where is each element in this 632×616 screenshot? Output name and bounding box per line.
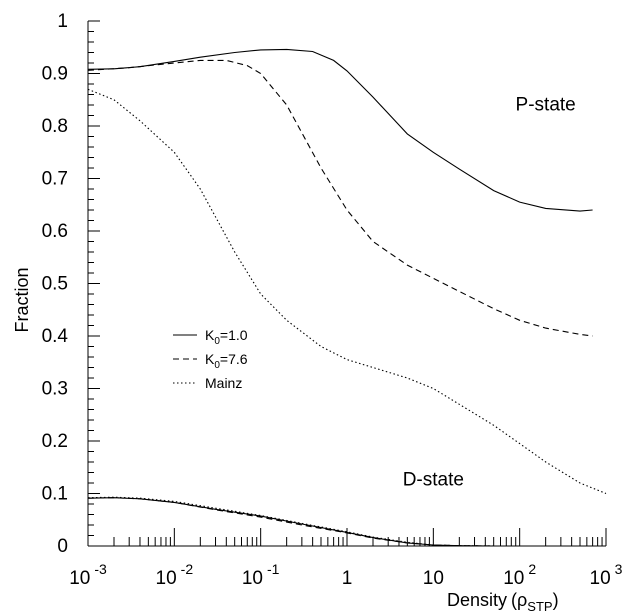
legend-label-1: K0=7.6 bbox=[205, 351, 248, 371]
legend-label-0: K0=1.0 bbox=[205, 327, 248, 347]
y-tick-label: 0 bbox=[57, 536, 68, 557]
x-tick-label-base: 1 bbox=[342, 568, 353, 589]
x-tick-label: 1 bbox=[342, 568, 353, 589]
x-axis-label-paren: ) bbox=[553, 590, 559, 610]
x-axis-label-unit-sub: STP bbox=[527, 599, 552, 614]
series-line-0 bbox=[87, 48, 593, 212]
legend-label-main: Mainz bbox=[205, 375, 242, 391]
x-tick-label: 10 -3 bbox=[69, 561, 107, 589]
x-tick-label: 10 bbox=[423, 568, 444, 589]
x-tick-label-exponent: 3 bbox=[615, 561, 623, 577]
y-axis-label: Fraction bbox=[12, 267, 32, 332]
x-tick-label-base: 10 bbox=[242, 568, 263, 589]
y-tick-label: 1 bbox=[57, 11, 68, 32]
y-tick-label: 0.1 bbox=[42, 484, 68, 505]
x-tick-label: 10 2 bbox=[503, 561, 536, 589]
x-tick-label-base: 10 bbox=[590, 568, 611, 589]
x-tick-label-exponent: -2 bbox=[181, 561, 194, 577]
x-tick-label: 10 -2 bbox=[156, 561, 194, 589]
x-tick-label-exponent: -3 bbox=[94, 561, 107, 577]
x-tick-label: 10 3 bbox=[590, 561, 623, 589]
series-layer bbox=[87, 48, 607, 547]
legend-label-sub: 0 bbox=[214, 360, 220, 371]
y-tick-label: 0.6 bbox=[42, 221, 68, 242]
legend-label-sub: 0 bbox=[214, 336, 220, 347]
series-line-1 bbox=[87, 59, 593, 337]
x-axis-label: Density (ρSTP) bbox=[447, 590, 559, 614]
x-axis-label-text: Density bbox=[447, 590, 507, 610]
y-tick-label: 0.5 bbox=[42, 274, 68, 295]
y-tick-label: 0.9 bbox=[42, 64, 68, 85]
legend-label-main: K bbox=[205, 351, 215, 367]
x-tick-label-base: 10 bbox=[156, 568, 177, 589]
x-axis-label-paren: ( bbox=[511, 590, 517, 610]
series-line-5 bbox=[87, 496, 593, 547]
y-tick-label: 0.8 bbox=[42, 116, 68, 137]
y-tick-label: 0.4 bbox=[42, 326, 69, 347]
legend-label-rest: =1.0 bbox=[220, 327, 248, 343]
series-line-2 bbox=[87, 88, 607, 495]
x-tick-label-base: 10 bbox=[69, 568, 90, 589]
x-tick-label-base: 10 bbox=[503, 568, 524, 589]
annotation-layer: P-state D-state bbox=[403, 94, 576, 490]
legend-label-2: Mainz bbox=[205, 375, 242, 391]
x-tick-label: 10 -1 bbox=[242, 561, 280, 589]
x-tick-label-exponent: -1 bbox=[267, 561, 280, 577]
series-line-4 bbox=[87, 497, 593, 547]
legend-label-main: K bbox=[205, 327, 215, 343]
x-tick-label-base: 10 bbox=[423, 568, 444, 589]
legend-label-rest: =7.6 bbox=[220, 351, 248, 367]
annotation-1: D-state bbox=[403, 470, 464, 491]
annotation-0: P-state bbox=[516, 94, 576, 115]
x-tick-label-exponent: 2 bbox=[528, 561, 536, 577]
x-axis-label-unit: ρ bbox=[517, 590, 527, 610]
y-tick-label: 0.2 bbox=[42, 431, 68, 452]
y-tick-label: 0.7 bbox=[42, 169, 68, 190]
y-tick-label: 0.3 bbox=[42, 379, 68, 400]
